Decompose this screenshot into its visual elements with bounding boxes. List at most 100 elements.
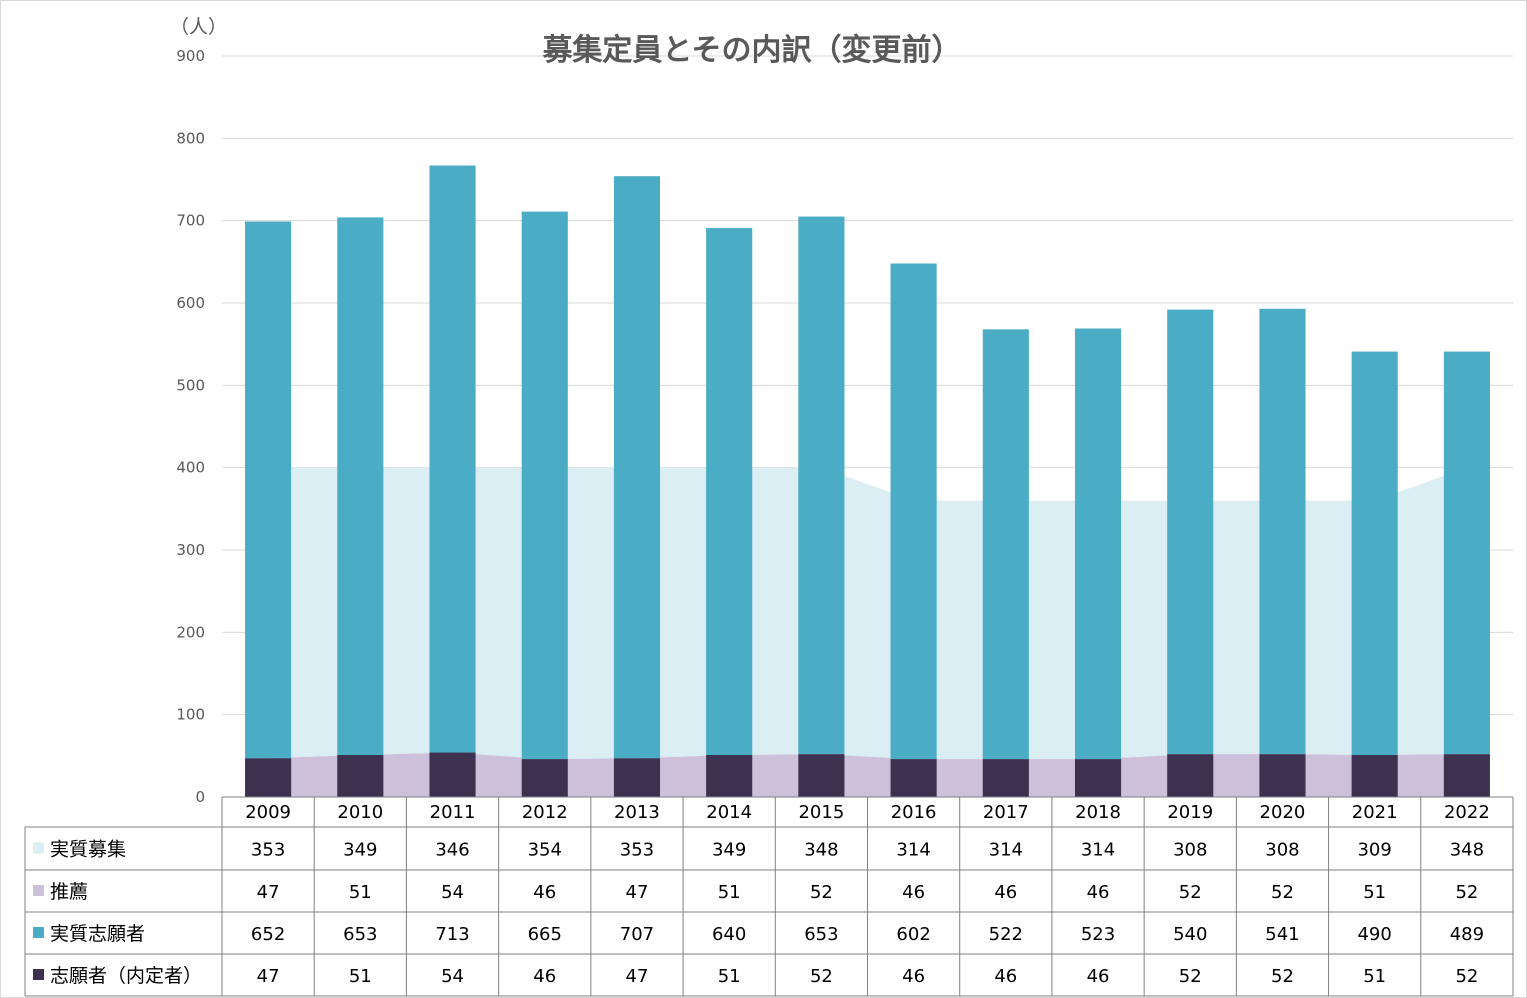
bar-jisshitsu-shigansha <box>982 329 1029 760</box>
bar-shigansha-naiteisha <box>982 759 1029 797</box>
data-label: 46 <box>533 882 556 903</box>
data-label: 640 <box>712 924 746 945</box>
data-label: 47 <box>257 966 280 987</box>
legend-label: 志願者（内定者） <box>50 965 202 987</box>
data-label: 308 <box>1173 840 1207 861</box>
category-label: 2022 <box>1444 802 1490 823</box>
data-label: 52 <box>810 966 833 987</box>
category-label: 2015 <box>798 802 844 823</box>
y-tick-label: 800 <box>176 129 205 147</box>
data-label: 51 <box>1363 882 1386 903</box>
y-tick-label: 700 <box>176 212 205 230</box>
bar-jisshitsu-shigansha <box>1167 309 1214 755</box>
bar-shigansha-naiteisha <box>706 755 753 797</box>
bar-jisshitsu-shigansha <box>245 221 292 759</box>
bar-jisshitsu-shigansha <box>798 216 845 755</box>
bar-shigansha-naiteisha <box>429 752 476 797</box>
category-label: 2021 <box>1352 802 1398 823</box>
data-label: 653 <box>343 924 377 945</box>
category-label: 2013 <box>614 802 660 823</box>
data-label: 46 <box>994 882 1017 903</box>
category-label: 2020 <box>1260 802 1306 823</box>
data-label: 652 <box>251 924 285 945</box>
data-label: 46 <box>994 966 1017 987</box>
bar-shigansha-naiteisha <box>798 754 845 797</box>
y-tick-label: 600 <box>176 294 205 312</box>
bar-shigansha-naiteisha <box>1443 754 1490 797</box>
data-label: 52 <box>1455 882 1478 903</box>
data-label: 540 <box>1173 924 1207 945</box>
data-label: 52 <box>1271 882 1294 903</box>
data-label: 51 <box>718 882 741 903</box>
legend-label: 実質募集 <box>50 839 126 861</box>
bar-shigansha-naiteisha <box>1074 759 1122 797</box>
legend-label: 推薦 <box>50 881 88 903</box>
data-label: 309 <box>1357 840 1391 861</box>
data-label: 541 <box>1265 924 1299 945</box>
bar-shigansha-naiteisha <box>890 759 937 797</box>
data-label: 349 <box>712 840 746 861</box>
legend-label: 実質志願者 <box>50 923 145 945</box>
data-label: 653 <box>804 924 838 945</box>
data-label: 713 <box>435 924 469 945</box>
data-label: 490 <box>1357 924 1391 945</box>
bar-shigansha-naiteisha <box>337 755 384 797</box>
data-label: 353 <box>620 840 654 861</box>
data-label: 522 <box>989 924 1023 945</box>
data-label: 52 <box>1455 966 1478 987</box>
category-label: 2010 <box>337 802 383 823</box>
data-label: 51 <box>718 966 741 987</box>
data-label: 665 <box>528 924 562 945</box>
category-label: 2009 <box>245 802 291 823</box>
data-label: 46 <box>1087 882 1110 903</box>
data-label: 46 <box>902 966 925 987</box>
data-label: 353 <box>251 840 285 861</box>
bar-shigansha-naiteisha <box>1351 755 1398 797</box>
data-label: 348 <box>1450 840 1484 861</box>
data-label: 349 <box>343 840 377 861</box>
data-label: 51 <box>1363 966 1386 987</box>
chart-title: 募集定員とその内訳（変更前） <box>541 33 961 68</box>
legend-key <box>33 927 44 938</box>
bar-shigansha-naiteisha <box>521 759 568 797</box>
data-label: 52 <box>810 882 833 903</box>
category-label: 2019 <box>1167 802 1213 823</box>
category-label: 2016 <box>891 802 937 823</box>
bar-jisshitsu-shigansha <box>1259 308 1306 755</box>
data-label: 314 <box>896 840 930 861</box>
bar-shigansha-naiteisha <box>1259 754 1306 797</box>
y-tick-label: 900 <box>176 47 205 65</box>
data-label: 489 <box>1450 924 1484 945</box>
data-label: 346 <box>435 840 469 861</box>
data-label: 46 <box>1087 966 1110 987</box>
bar-jisshitsu-shigansha <box>613 176 661 759</box>
bar-jisshitsu-shigansha <box>890 263 937 760</box>
data-label: 52 <box>1271 966 1294 987</box>
legend-key <box>33 969 44 980</box>
category-label: 2012 <box>522 802 568 823</box>
data-label: 46 <box>533 966 556 987</box>
data-label: 354 <box>528 840 562 861</box>
data-label: 602 <box>896 924 930 945</box>
bar-jisshitsu-shigansha <box>521 211 568 760</box>
data-label: 52 <box>1179 966 1202 987</box>
data-label: 54 <box>441 882 464 903</box>
data-label: 707 <box>620 924 654 945</box>
y-tick-label: 200 <box>176 623 205 641</box>
category-label: 2018 <box>1075 802 1121 823</box>
bar-shigansha-naiteisha <box>613 758 661 797</box>
data-label: 47 <box>257 882 280 903</box>
bar-jisshitsu-shigansha <box>429 165 476 753</box>
y-tick-label: 300 <box>176 541 205 559</box>
y-unit-label: （人） <box>170 16 227 38</box>
bar-jisshitsu-shigansha <box>706 228 753 756</box>
y-tick-label: 0 <box>195 788 205 806</box>
data-label: 314 <box>989 840 1023 861</box>
data-label: 46 <box>902 882 925 903</box>
bar-jisshitsu-shigansha <box>1351 351 1398 756</box>
bar-jisshitsu-shigansha <box>1074 328 1122 760</box>
data-label: 47 <box>626 966 649 987</box>
data-label: 52 <box>1179 882 1202 903</box>
bar-jisshitsu-shigansha <box>1443 351 1490 755</box>
data-label: 308 <box>1265 840 1299 861</box>
